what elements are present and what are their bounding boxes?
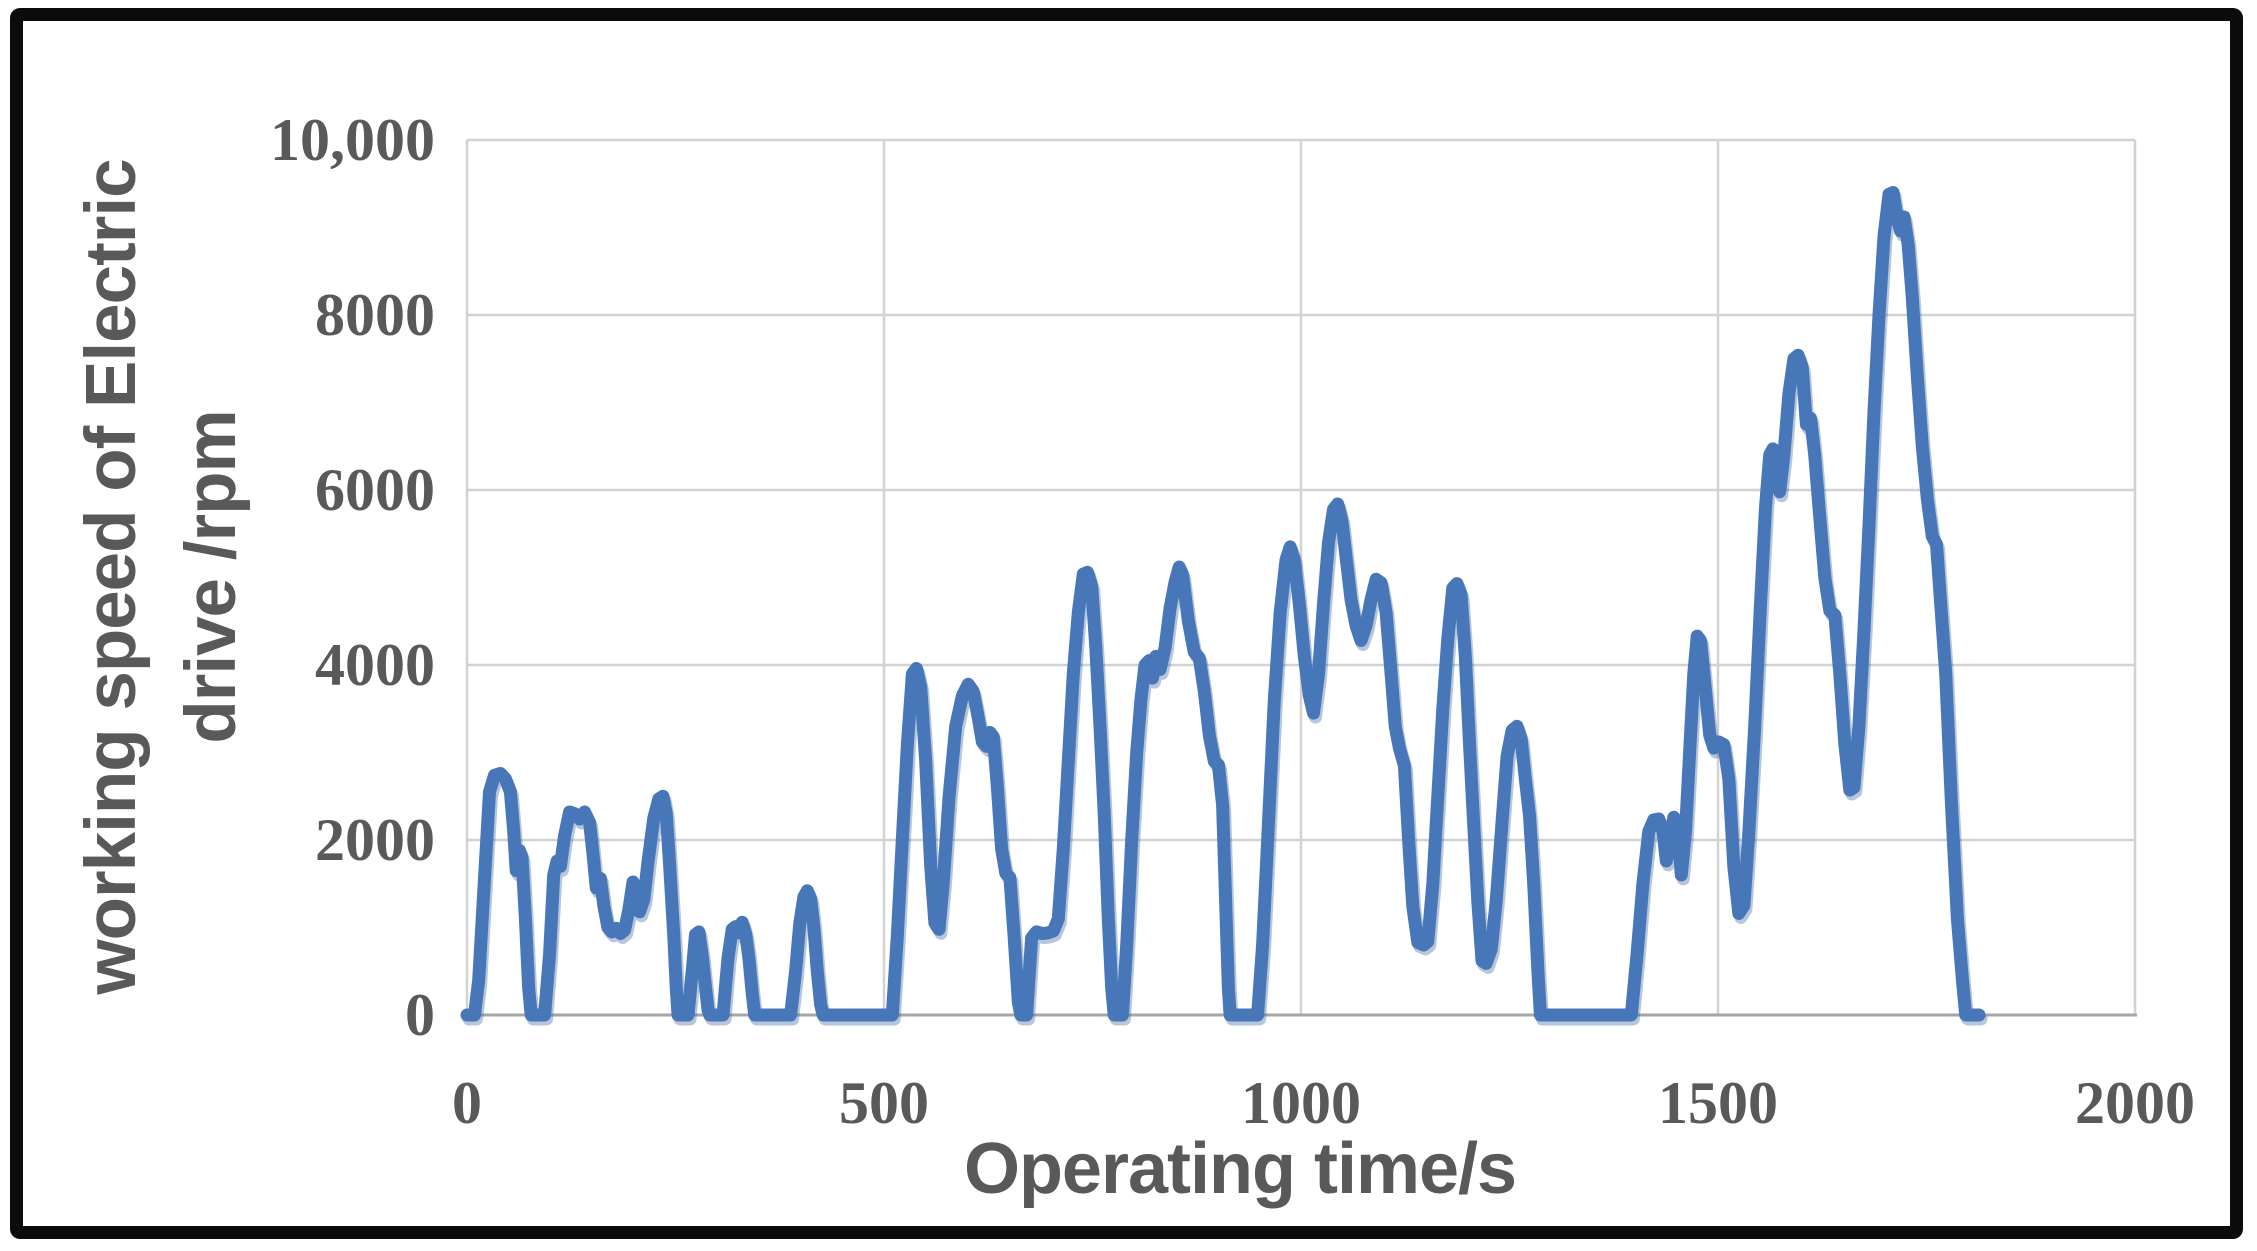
- x-tick-label: 1000: [1241, 1070, 1361, 1136]
- x-tick-label: 1500: [1658, 1070, 1778, 1136]
- y-tick-label: 6000: [315, 457, 435, 523]
- y-tick-label: 10,000: [270, 107, 435, 173]
- y-tick-label: 2000: [315, 807, 435, 873]
- y-axis-title-line-1: working speed of Electric: [72, 159, 151, 995]
- chart-outer-frame: [10, 8, 2243, 1239]
- y-tick-label: 8000: [315, 282, 435, 348]
- y-tick-label: 4000: [315, 632, 435, 698]
- y-axis-title: working speed of Electric drive /rpm: [62, 159, 262, 994]
- x-tick-label: 0: [452, 1070, 482, 1136]
- x-axis-title: Operating time/s: [963, 1129, 1517, 1209]
- series-line: [460, 186, 1986, 1022]
- x-tick-label: 2000: [2075, 1070, 2195, 1136]
- y-axis-title-line-2: drive /rpm: [172, 410, 251, 744]
- x-tick-label: 500: [839, 1070, 929, 1136]
- y-tick-label: 0: [405, 982, 435, 1048]
